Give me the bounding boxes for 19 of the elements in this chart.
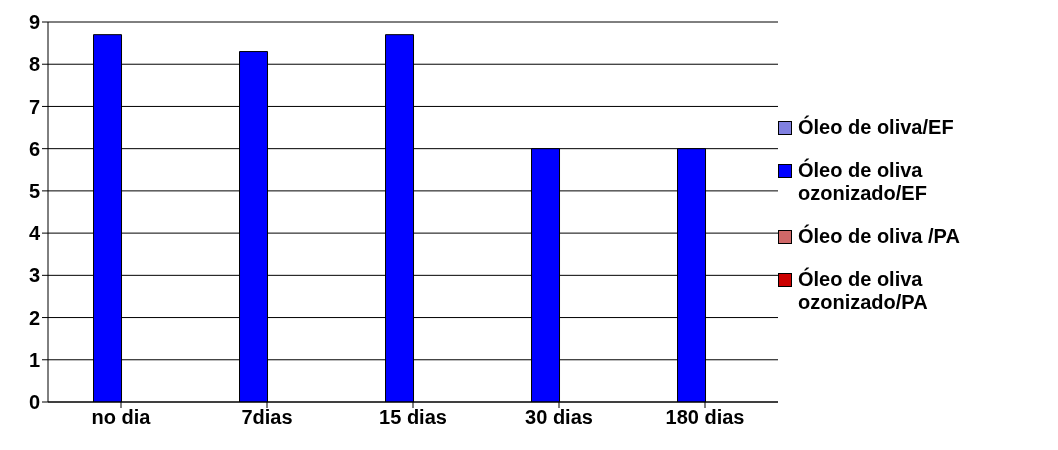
y-tick-label: 4 [28, 222, 41, 245]
y-tick-label: 5 [28, 179, 40, 202]
y-tick-label: 6 [28, 137, 40, 160]
y-tick-label: 7 [28, 95, 40, 118]
x-tick-label: 7dias [241, 406, 293, 429]
y-tick-label: 8 [28, 53, 40, 76]
y-tick-label: 2 [28, 306, 40, 329]
x-tick-label: no dia [91, 406, 152, 429]
legend-label: Óleo de oliva ozonizado/PA [798, 268, 929, 314]
legend-label: Óleo de oliva/EF [798, 116, 955, 139]
legend-label: Óleo de oliva /PA [798, 225, 961, 248]
x-tick-label: 180 dias [665, 406, 745, 429]
x-tick-label: 30 dias [525, 406, 593, 429]
y-tick-label: 0 [28, 391, 40, 414]
x-tick-label: 15 dias [379, 406, 447, 429]
legend-label: Óleo de oliva ozonizado/EF [798, 159, 928, 205]
y-tick-label: 3 [28, 264, 40, 287]
y-tick-label: 1 [28, 348, 40, 371]
y-tick-label: 9 [28, 11, 40, 34]
